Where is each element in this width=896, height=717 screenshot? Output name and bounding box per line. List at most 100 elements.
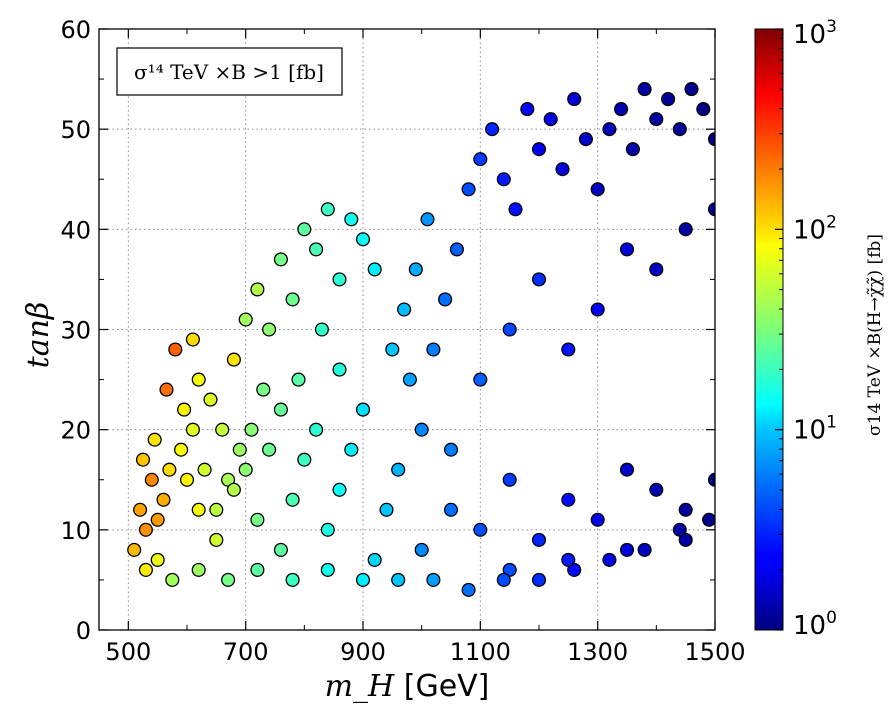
data-point [150, 552, 165, 567]
data-point [355, 572, 371, 587]
data-point [561, 552, 576, 567]
data-point [238, 462, 253, 477]
colorbar-tick-label: 102 [793, 212, 837, 245]
data-point [649, 262, 664, 277]
data-point [285, 292, 300, 307]
data-point [414, 542, 429, 557]
y-tick-labels: 0 10 20 30 40 50 60 [60, 16, 91, 645]
legend-box: σ¹⁴ TeV ×B >1 [fb] [116, 47, 343, 96]
data-point [285, 492, 300, 507]
data-point [543, 112, 558, 127]
data-point [379, 502, 394, 517]
data-point [561, 342, 576, 357]
colorbar-ticks [775, 28, 783, 631]
data-point [273, 542, 288, 557]
data-point [637, 82, 652, 97]
data-point [150, 512, 165, 527]
data-point [531, 272, 547, 287]
y-axis-label: tanβ [21, 302, 56, 369]
grid [99, 29, 716, 630]
y-tick-label: 50 [60, 116, 91, 144]
data-point [649, 112, 664, 127]
colorbar-label: σ14 TeV ×B(H→χ̃χ̃) [fb] [865, 234, 885, 436]
data-point [297, 452, 312, 467]
data-point [355, 402, 371, 417]
data-point [502, 322, 517, 337]
data-point [273, 402, 288, 417]
data-point [602, 552, 617, 567]
data-point [496, 172, 511, 187]
x-tick-label: 700 [223, 638, 269, 666]
data-point [238, 312, 253, 327]
data-point [502, 472, 517, 487]
data-point [420, 212, 435, 227]
x-axis-label: m_H [GeV] [325, 669, 490, 704]
data-point [262, 442, 277, 457]
data-point [367, 552, 382, 567]
y-tick-label: 60 [60, 16, 91, 44]
data-point [602, 122, 617, 137]
data-point [156, 492, 171, 507]
y-tick-label: 20 [60, 417, 91, 445]
data-point [473, 152, 488, 167]
data-point [520, 102, 535, 117]
data-point [496, 572, 511, 587]
data-point [138, 522, 153, 537]
data-point [531, 142, 547, 157]
data-point [332, 482, 347, 497]
data-point [226, 482, 241, 497]
data-point [426, 342, 441, 357]
data-point [508, 202, 523, 217]
data-point [614, 102, 629, 117]
data-point [138, 562, 153, 577]
colorbar: 100 101 102 103 σ14 TeV ×B(H→χ̃χ̃) [fb] [754, 17, 885, 641]
data-point [555, 162, 570, 177]
data-point [696, 102, 711, 117]
data-point [567, 92, 582, 107]
data-point [165, 572, 180, 587]
data-point [408, 262, 423, 277]
legend-text: σ¹⁴ TeV ×B >1 [fb] [134, 60, 324, 84]
colorbar-tick-label: 101 [793, 413, 837, 446]
data-point [344, 212, 359, 227]
data-point [256, 382, 271, 397]
data-point [661, 92, 676, 107]
data-point [578, 132, 593, 147]
data-point [625, 142, 640, 157]
data-point [250, 282, 265, 297]
data-point [209, 532, 224, 547]
x-tick-label: 1300 [567, 638, 628, 666]
data-point [177, 402, 192, 417]
data-point [133, 502, 148, 517]
y-tick-label: 10 [60, 517, 91, 545]
data-point [619, 462, 635, 477]
data-point [344, 442, 359, 457]
colorbar-tick-labels: 100 101 102 103 [793, 17, 837, 641]
data-point [449, 242, 464, 257]
data-point [314, 322, 329, 337]
data-point [637, 542, 652, 557]
data-point [332, 362, 347, 377]
plot-frame [98, 28, 716, 631]
y-tick-label: 40 [60, 216, 91, 244]
data-point [191, 562, 206, 577]
data-point [291, 372, 306, 387]
data-point [332, 272, 347, 287]
data-point [285, 572, 300, 587]
x-tick-label: 500 [105, 638, 151, 666]
data-point [191, 372, 206, 387]
data-point [590, 182, 605, 197]
data-point [162, 462, 177, 477]
data-point [174, 442, 189, 457]
data-point [147, 432, 162, 447]
x-tick-label: 1500 [684, 638, 745, 666]
data-point [485, 122, 500, 137]
data-point [355, 232, 371, 247]
data-point [619, 542, 635, 557]
data-point [226, 352, 241, 367]
data-point [473, 372, 488, 387]
data-point [619, 242, 635, 257]
data-point [684, 82, 699, 97]
data-point [262, 322, 277, 337]
